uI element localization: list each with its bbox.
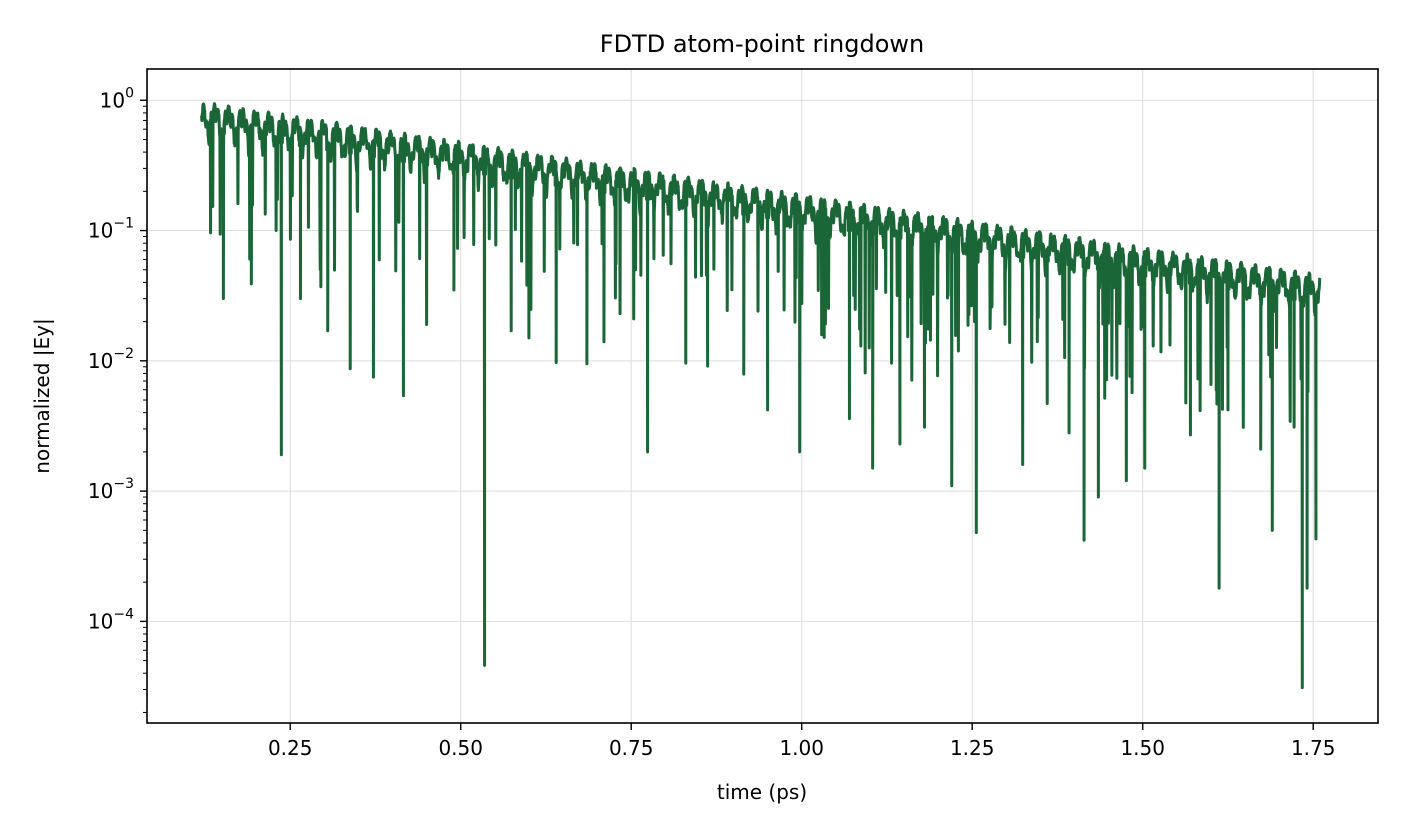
x-tick-label: 1.00: [779, 736, 824, 760]
y-tick-label: 10−2: [88, 346, 134, 373]
x-tick-label: 1.50: [1120, 736, 1165, 760]
plot-frame: [146, 68, 1379, 724]
plot-region: [200, 102, 1322, 690]
y-axis-ticks: 100 10−1 10−2 10−3 10−4: [88, 85, 147, 713]
x-tick-label: 0.25: [268, 736, 313, 760]
y-tick-label: 10−3: [88, 476, 134, 503]
y-axis-label: normalized |Ey|: [30, 318, 54, 473]
series-line: [200, 102, 1322, 690]
x-tick-label: 1.75: [1291, 736, 1336, 760]
x-tick-label: 0.50: [438, 736, 483, 760]
y-tick-label: 10−1: [88, 216, 134, 243]
y-tick-label: 100: [100, 85, 134, 112]
x-tick-label: 1.25: [950, 736, 995, 760]
x-axis-label: time (ps): [717, 780, 807, 804]
x-tick-label: 0.75: [609, 736, 654, 760]
chart-title: FDTD atom-point ringdown: [600, 30, 924, 58]
y-tick-label: 10−4: [88, 606, 134, 633]
x-axis-ticks: 0.25 0.50 0.75 1.00 1.25 1.50 1.75: [268, 723, 1336, 760]
